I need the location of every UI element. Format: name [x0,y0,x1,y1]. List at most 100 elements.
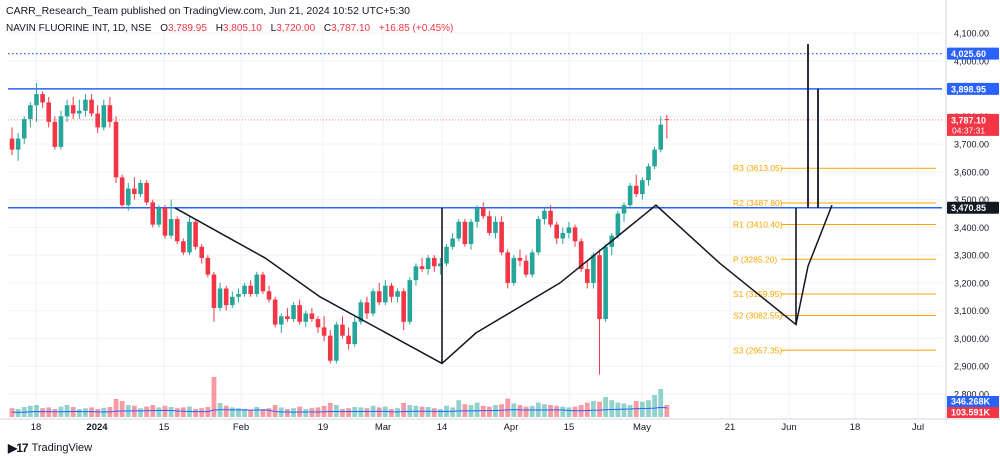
volume-bar [193,409,198,417]
candle-body [621,205,627,214]
candle-body [536,219,541,253]
y-tick-label: 3,700.00 [954,140,989,150]
candle-body [309,313,315,320]
candle-body [95,113,100,128]
volume-bar [603,397,609,417]
candle-body [572,227,578,242]
y-tick-label: 4,000.00 [954,56,989,66]
volume-bar [523,406,529,417]
candle-body [132,188,137,195]
volume-bar [389,409,394,417]
grid [8,32,942,418]
volume-bar [15,409,21,417]
candle-body [401,291,406,322]
candle-body [144,182,149,203]
candle-body [303,313,309,322]
volume-bar [419,406,425,417]
ohlc-low-label: L [270,23,277,34]
candle-body [584,269,590,283]
x-tick-label: 14 [437,422,448,433]
candle-body [529,252,535,275]
pivot-label: P (3285.20) [733,254,777,264]
volume-bar [248,409,254,417]
candle-body [52,121,58,147]
candle-body [597,255,602,320]
volume-bar [199,408,205,417]
ohlc-change: +16.85 (+0.45%) [378,23,454,34]
volume-bar [303,409,309,417]
volume-bar [64,405,70,417]
volume-bar [548,405,553,417]
y-tick-label: 3,000.00 [954,334,989,344]
volume-bar [340,409,345,417]
symbol-bar: NAVIN FLUORINE INT, 1D, NSE O3,789.95 H3… [6,23,459,34]
ohlc-high-value: 3,805.10 [222,23,262,34]
candle-body [444,246,449,264]
candle-body [205,257,211,275]
pivot-levels: R3 (3613.05) R2 (3487.80) R1 (3410.40) P (3… [733,163,936,355]
candle-body [627,185,633,206]
candle-body [248,285,253,295]
y-tick-label: 3,300.00 [954,251,989,261]
candle-body [554,224,559,239]
volume-bar [431,408,437,417]
volume-bar [450,407,456,417]
ohlc-low-value: 3,720.00 [276,23,316,34]
candle-body [83,99,88,111]
volume-bar [584,402,590,417]
candle-body [640,180,645,195]
y-tick-label: 3,400.00 [954,223,989,233]
volume-bar [242,409,247,417]
x-tick-label: 15 [159,422,170,433]
volume-bar [285,409,290,417]
candle-body [278,316,284,325]
volume-bar [291,408,296,417]
axis-countdown: 04:37:31 [952,125,985,135]
volume-bar [621,403,627,417]
volume-bar [358,407,364,417]
volume-bar [180,407,186,417]
candle-body [150,202,156,225]
candle-body [591,255,596,283]
candle-body [223,288,229,306]
candle-body [523,260,529,275]
volume-bar [266,408,272,417]
candles [9,82,670,375]
candle-body [193,221,198,247]
ohlc-open-label: O [160,23,168,34]
volume-bar [456,400,462,417]
pattern-zigzag [174,204,833,365]
candle-body [431,257,437,267]
candle-body [291,305,296,320]
x-tick-label: 2024 [86,422,108,433]
volume-bar [627,405,633,417]
volume-bars [9,377,670,417]
volume-bar [309,408,315,417]
volume-bar [425,407,431,417]
candle-body [358,302,364,322]
volume-bar [327,403,333,417]
candle-body [168,219,174,236]
volume-bar [554,405,560,417]
x-tick-label: Apr [504,422,519,433]
ohlc-open-value: 3,789.95 [167,23,207,34]
candle-body [58,116,64,147]
ohlc-readout: O3,789.95 H3,805.10 L3,720.00 C3,787.10 … [160,23,459,34]
volume-bar [480,405,486,417]
published-caption: CARR_Research_Team published on TradingV… [6,5,411,17]
volume-bar [168,407,174,417]
volume-bar [517,405,523,417]
candle-body [346,335,351,345]
pivot-label: R2 (3487.80) [733,198,783,208]
volume-bar [566,407,572,417]
volume-bar [113,399,119,417]
candle-body [28,105,33,120]
x-tick-label: May [633,422,651,433]
axis-countdown-bg [947,124,999,136]
candle-body [217,288,223,308]
candle-body [321,327,327,336]
candle-body [364,302,370,314]
axis-label-4025: 4,025.60 [951,49,986,59]
candle-body [560,232,566,239]
